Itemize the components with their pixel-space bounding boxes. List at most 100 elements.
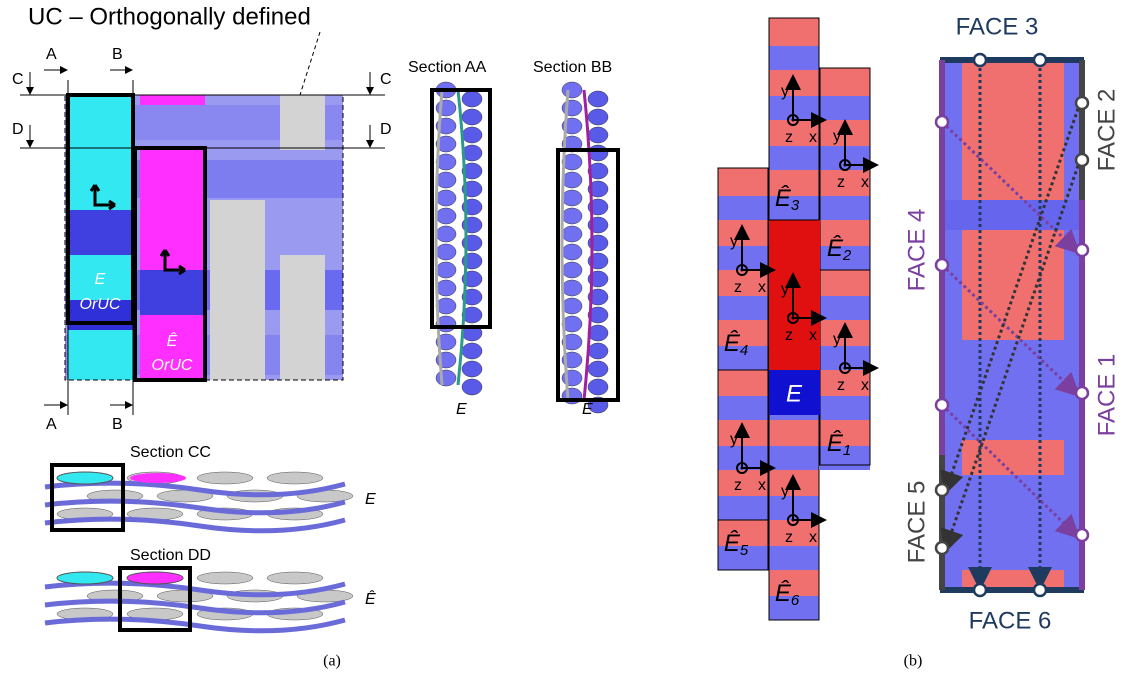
cut-label: C <box>12 71 24 88</box>
face-label: FACE 3 <box>956 13 1039 40</box>
node <box>936 399 948 411</box>
fibre <box>436 208 456 224</box>
yarn <box>45 619 345 631</box>
cell-sub: 4 <box>740 342 748 359</box>
fibre <box>462 379 482 395</box>
fibre <box>436 226 456 242</box>
cell-label: E <box>786 380 803 407</box>
face-label: FACE 2 <box>1093 89 1120 172</box>
node <box>1034 54 1046 66</box>
axis-label: x <box>861 377 869 394</box>
node <box>936 484 948 496</box>
face-label: FACE 6 <box>969 607 1052 634</box>
fibre <box>436 190 456 206</box>
node <box>936 542 948 554</box>
fibre <box>462 127 482 143</box>
axis-z-dot <box>741 269 744 272</box>
fibre <box>197 572 253 584</box>
axis-label: y <box>781 281 789 298</box>
fibre <box>197 472 253 484</box>
cut-label: D <box>380 121 392 138</box>
fibre <box>57 572 113 584</box>
band <box>769 146 819 170</box>
node <box>974 584 986 596</box>
cell-sub: 3 <box>791 197 800 214</box>
axis-label: z <box>785 529 793 546</box>
cell-name: Ê <box>827 430 844 457</box>
fibre <box>462 361 482 377</box>
band <box>769 446 819 470</box>
caption: (a) <box>323 653 341 670</box>
axis-label: x <box>758 279 766 296</box>
cut-label: B <box>112 46 123 63</box>
cell-label: E <box>95 271 106 288</box>
fibre <box>462 343 482 359</box>
title: UC – Orthogonally defined <box>28 3 311 30</box>
axis-label: z <box>785 327 793 344</box>
band <box>718 196 768 220</box>
band <box>718 296 768 320</box>
band <box>769 546 819 570</box>
axis-z-dot <box>741 467 744 470</box>
fibre <box>462 91 482 107</box>
node <box>936 116 948 128</box>
fibre <box>562 82 582 98</box>
caption: (b) <box>904 653 923 670</box>
cell-name: Ê <box>724 530 741 557</box>
band <box>769 46 819 70</box>
face-diagram <box>936 54 1088 596</box>
fibre <box>562 262 582 278</box>
fibre <box>588 91 608 107</box>
cut-label: B <box>112 416 123 433</box>
node <box>974 54 986 66</box>
fibre <box>562 244 582 260</box>
cell-tag: OrUC <box>152 357 193 374</box>
node <box>1076 529 1088 541</box>
fibre <box>562 280 582 296</box>
cell-label: Ê <box>167 331 178 350</box>
node <box>1076 387 1088 399</box>
section-label: Section DD <box>130 547 211 564</box>
fibre <box>588 109 608 125</box>
cell-label: E <box>456 401 467 418</box>
fibre <box>436 280 456 296</box>
figure: UC – Orthogonally defined E OrUC Ê OrUC … <box>0 0 1127 677</box>
cell-sub: 6 <box>791 592 800 609</box>
face-label: FACE 1 <box>1093 354 1120 437</box>
cell-label: Ê <box>582 399 593 418</box>
axis-label: x <box>809 529 817 546</box>
cell-sub: 1 <box>843 442 851 459</box>
node <box>1076 244 1088 256</box>
node <box>1076 154 1088 166</box>
cut-label: A <box>46 46 57 63</box>
node <box>1076 97 1088 109</box>
axis-label: z <box>837 377 845 394</box>
fibre <box>588 343 608 359</box>
axis-z-dot <box>844 367 847 370</box>
axis-label: y <box>730 233 738 250</box>
fibre <box>436 262 456 278</box>
axis-label: z <box>734 279 742 296</box>
band <box>820 296 870 320</box>
fibre <box>562 298 582 314</box>
section-label: Section CC <box>130 444 211 461</box>
section-bb <box>562 82 608 413</box>
axis-label: z <box>785 129 793 146</box>
section-aa <box>436 82 482 395</box>
band <box>718 496 768 520</box>
axis-label: y <box>730 431 738 448</box>
axis-label: y <box>833 128 841 145</box>
axis-z-dot <box>844 164 847 167</box>
fibre <box>588 361 608 377</box>
axis-label: x <box>809 129 817 146</box>
axis-label: z <box>734 477 742 494</box>
fibre <box>562 226 582 242</box>
weave <box>65 95 343 380</box>
axis-label: x <box>809 327 817 344</box>
band <box>820 396 870 420</box>
cut-label: C <box>380 71 392 88</box>
fibre <box>462 109 482 125</box>
cut-label: A <box>46 416 57 433</box>
fibre <box>127 572 183 584</box>
fibre <box>57 472 113 484</box>
